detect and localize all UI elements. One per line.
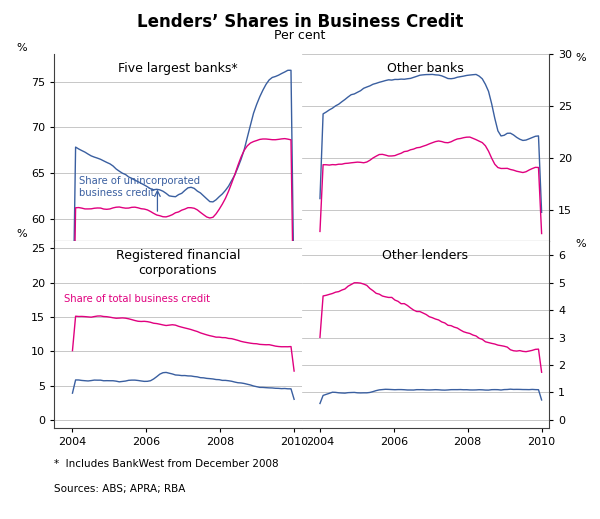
Text: Registered financial
corporations: Registered financial corporations: [116, 249, 240, 277]
Y-axis label: %: %: [17, 43, 27, 52]
Text: Other banks: Other banks: [387, 62, 464, 75]
Y-axis label: %: %: [17, 229, 27, 239]
Text: Share of unincorporated
business credit: Share of unincorporated business credit: [79, 176, 200, 198]
Text: Five largest banks*: Five largest banks*: [118, 62, 238, 75]
Text: Other lenders: Other lenders: [382, 249, 468, 262]
Text: Per cent: Per cent: [274, 29, 326, 42]
Y-axis label: %: %: [576, 239, 586, 250]
Text: Lenders’ Shares in Business Credit: Lenders’ Shares in Business Credit: [137, 13, 463, 31]
Text: Sources: ABS; APRA; RBA: Sources: ABS; APRA; RBA: [54, 484, 185, 494]
Text: Share of total business credit: Share of total business credit: [64, 294, 210, 304]
Text: *  Includes BankWest from December 2008: * Includes BankWest from December 2008: [54, 459, 278, 469]
Y-axis label: %: %: [576, 52, 586, 63]
